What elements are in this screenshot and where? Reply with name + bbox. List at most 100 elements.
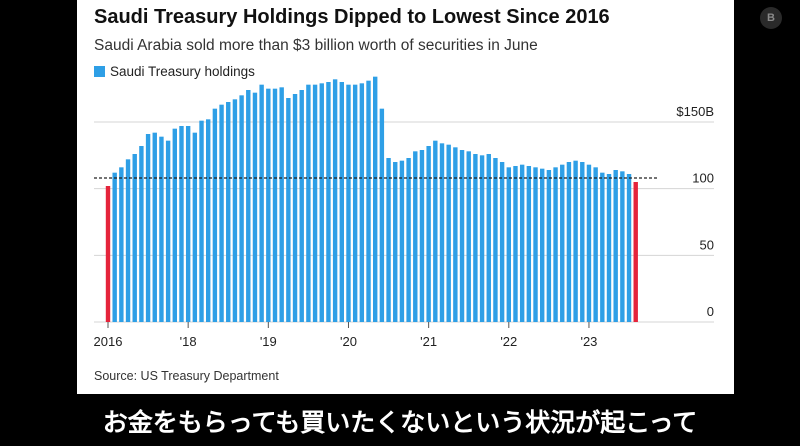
bar [606, 174, 612, 322]
bar [426, 146, 431, 322]
bar [600, 172, 605, 322]
bar [593, 167, 598, 322]
bar [573, 160, 578, 322]
x-tick-label: 2016 [94, 334, 123, 349]
bar [326, 82, 331, 322]
bar [560, 164, 565, 322]
bar [292, 94, 298, 322]
bar [199, 120, 204, 322]
bar [366, 80, 371, 322]
bar [580, 162, 585, 322]
bar [152, 132, 157, 322]
bar [566, 162, 572, 322]
bar [352, 84, 358, 322]
bar [132, 154, 137, 322]
bar [226, 102, 231, 322]
bar [259, 84, 264, 322]
source-note: Source: US Treasury Department [94, 369, 279, 383]
bar [439, 143, 445, 322]
video-subtitle: お金をもらっても買いたくないという状況が起こって [102, 409, 698, 437]
bar [473, 154, 478, 322]
bar [239, 95, 244, 322]
bar [139, 146, 144, 322]
x-tick-label: '20 [340, 334, 357, 349]
bar [206, 119, 211, 322]
bar [459, 150, 465, 322]
bar [406, 158, 411, 322]
bar [306, 84, 311, 322]
bar [312, 84, 318, 322]
bar [172, 128, 177, 322]
bar [540, 168, 545, 322]
bar [319, 83, 324, 322]
x-tick-label: '19 [260, 334, 277, 349]
bar [526, 166, 532, 322]
bar [346, 84, 351, 322]
bar [393, 162, 398, 322]
bar [620, 171, 625, 322]
channel-badge: B [760, 7, 782, 29]
bar [513, 166, 518, 322]
bar [533, 167, 538, 322]
bar [446, 144, 451, 322]
bar [586, 164, 592, 322]
bar [386, 158, 391, 322]
y-tick-label: 0 [707, 304, 714, 319]
x-tick-label: '18 [180, 334, 197, 349]
bar [279, 87, 284, 322]
bar [192, 132, 198, 322]
bar [373, 76, 378, 322]
bar [546, 170, 552, 322]
bar [219, 104, 224, 322]
bar [159, 136, 164, 322]
chart-title: Saudi Treasury Holdings Dipped to Lowest… [94, 6, 610, 28]
y-tick-label: 50 [700, 237, 714, 252]
bar [252, 92, 258, 322]
bar [266, 88, 271, 322]
bar [125, 159, 131, 322]
legend-label: Saudi Treasury holdings [110, 63, 255, 79]
highlight-bar [105, 186, 111, 322]
bar [179, 126, 184, 322]
bar [626, 174, 632, 322]
x-tick-label: '21 [420, 334, 437, 349]
bar [433, 140, 438, 322]
x-tick-label: '23 [580, 334, 597, 349]
highlight-bar [633, 182, 638, 322]
chart-card: Saudi Treasury Holdings Dipped to Lowest… [77, 0, 734, 394]
bar [232, 99, 238, 322]
chart-legend: Saudi Treasury holdings [94, 62, 255, 80]
bar [486, 154, 491, 322]
bar [399, 160, 405, 322]
bar [112, 172, 117, 322]
x-tick-label: '22 [500, 334, 517, 349]
bar [212, 108, 218, 322]
bar [506, 167, 511, 322]
bar [185, 126, 191, 322]
bar [519, 164, 525, 322]
bar [299, 90, 304, 322]
y-tick-label: 100 [692, 171, 714, 186]
bar [453, 147, 458, 322]
y-tick-label: $150B [676, 104, 714, 119]
bar [272, 88, 278, 322]
bar [466, 151, 471, 322]
bar [553, 167, 558, 322]
bar [165, 140, 171, 322]
legend-swatch [94, 65, 105, 77]
bar [119, 167, 124, 322]
bar [493, 158, 498, 322]
bar [332, 79, 338, 322]
bar-chart: $150B 100 50 0 2016 '18 '19 '20 '21 '22 '23 [94, 76, 714, 349]
bar [613, 170, 618, 322]
bar [413, 151, 418, 322]
bar [359, 83, 365, 322]
bar [499, 162, 505, 322]
bar [479, 155, 485, 322]
bar [339, 82, 344, 322]
bar [246, 90, 251, 322]
chart-subtitle: Saudi Arabia sold more than $3 billion w… [94, 37, 538, 54]
bar [419, 150, 425, 322]
bar [379, 108, 385, 322]
